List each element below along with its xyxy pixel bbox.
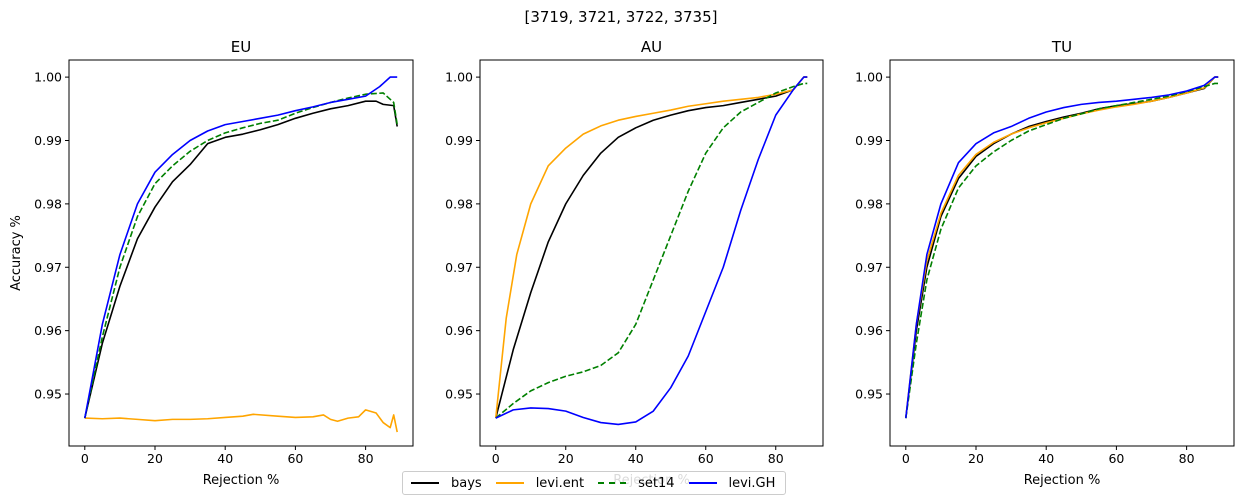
x-tick-label: 40: [628, 451, 644, 466]
x-tick-label: 20: [147, 451, 163, 466]
series-line-levi-gh: [84, 76, 398, 419]
x-tick-label: 60: [1108, 451, 1124, 466]
series-line-set14: [495, 82, 808, 419]
y-tick-label: 1.00: [445, 70, 473, 85]
y-tick-label: 0.98: [855, 196, 883, 211]
series-line-levi-ent: [84, 409, 398, 433]
series-line-set14: [905, 82, 1219, 419]
legend-item-levi-gh: levi.GH: [688, 475, 776, 491]
x-tick-label: 80: [358, 451, 374, 466]
series-group: [84, 76, 398, 433]
x-tick-label: 20: [968, 451, 984, 466]
legend-swatch-bays: [411, 482, 439, 484]
legend-label-bays: bays: [451, 475, 482, 491]
series-line-levi-gh: [495, 76, 808, 426]
legend-swatch-levi-gh: [688, 482, 717, 484]
y-tick-label: 0.99: [445, 133, 473, 148]
y-tick-label: 0.95: [445, 387, 473, 402]
x-tick-label: 60: [287, 451, 303, 466]
series-line-bays: [84, 100, 398, 419]
series-line-levi-gh: [905, 76, 1219, 419]
subplot-title: AU: [641, 38, 662, 56]
y-tick-label: 0.97: [855, 260, 883, 275]
legend: bays levi.ent set14 levi.GH: [402, 471, 787, 495]
x-tick-label: 40: [1038, 451, 1054, 466]
subplot-au: 0204060800.950.960.970.980.991.00AURejec…: [445, 38, 824, 488]
x-axis-label: Rejection %: [1024, 473, 1101, 488]
series-line-set14: [84, 92, 398, 419]
series-line-levi-ent: [905, 76, 1219, 419]
y-tick-label: 0.96: [445, 323, 473, 338]
y-tick-label: 0.98: [34, 196, 62, 211]
legend-swatch-levi-ent: [495, 482, 524, 484]
x-tick-label: 0: [492, 451, 500, 466]
subplot-tu: 0 20 40 60 80 0.95 0.96 0.97 0.98 0.99 1.00 TU Rejec…: [855, 38, 1235, 488]
y-tick-label: 0.98: [445, 196, 473, 211]
series-line-bays: [905, 76, 1219, 419]
legend-item-levi-ent: levi.ent: [495, 475, 585, 491]
legend-swatch-set14: [598, 482, 627, 484]
x-tick-label: 40: [217, 451, 233, 466]
legend-label-set14: set14: [638, 475, 675, 491]
x-tick-label: 60: [698, 451, 714, 466]
y-tick-label: 0.96: [34, 323, 62, 338]
subplot-title: TU: [1051, 38, 1072, 56]
series-group: [905, 76, 1219, 419]
x-tick-label: 0: [902, 451, 910, 466]
series-line-bays: [494, 76, 808, 419]
legend-item-bays: bays: [411, 476, 482, 491]
y-tick-label: 0.99: [855, 133, 883, 148]
figure-title: [3719, 3721, 3722, 3735]: [524, 8, 718, 26]
y-tick-label: 0.95: [855, 387, 883, 402]
series-line-levi-ent: [494, 76, 808, 419]
y-tick-label: 0.96: [855, 323, 883, 338]
y-tick-label: 0.97: [445, 260, 473, 275]
x-tick-label: 80: [1179, 451, 1195, 466]
legend-item-set14: set14: [598, 475, 675, 491]
x-axis-label: Rejection %: [203, 473, 280, 488]
x-tick-label: 0: [81, 451, 89, 466]
subplot-title: EU: [231, 38, 251, 56]
x-tick-label: 20: [558, 451, 574, 466]
y-axis-label: Accuracy %: [9, 215, 24, 291]
y-tick-label: 0.95: [34, 387, 62, 402]
axes-frame: [68, 59, 414, 447]
series-group: [494, 76, 808, 426]
x-tick-label: 80: [768, 451, 784, 466]
y-tick-label: 1.00: [34, 70, 62, 85]
axes-frame: [479, 59, 824, 447]
y-tick-label: 0.99: [34, 133, 62, 148]
legend-label-levi-gh: levi.GH: [728, 475, 776, 491]
y-tick-label: 1.00: [855, 70, 883, 85]
legend-label-levi-ent: levi.ent: [535, 475, 585, 491]
y-tick-label: 0.97: [34, 260, 62, 275]
axes-frame: [889, 59, 1235, 447]
subplot-eu: 0 20 40 60 80 0.95 0.96 0.97 0.98 0.99 1.00 EU Rejec…: [9, 38, 414, 488]
